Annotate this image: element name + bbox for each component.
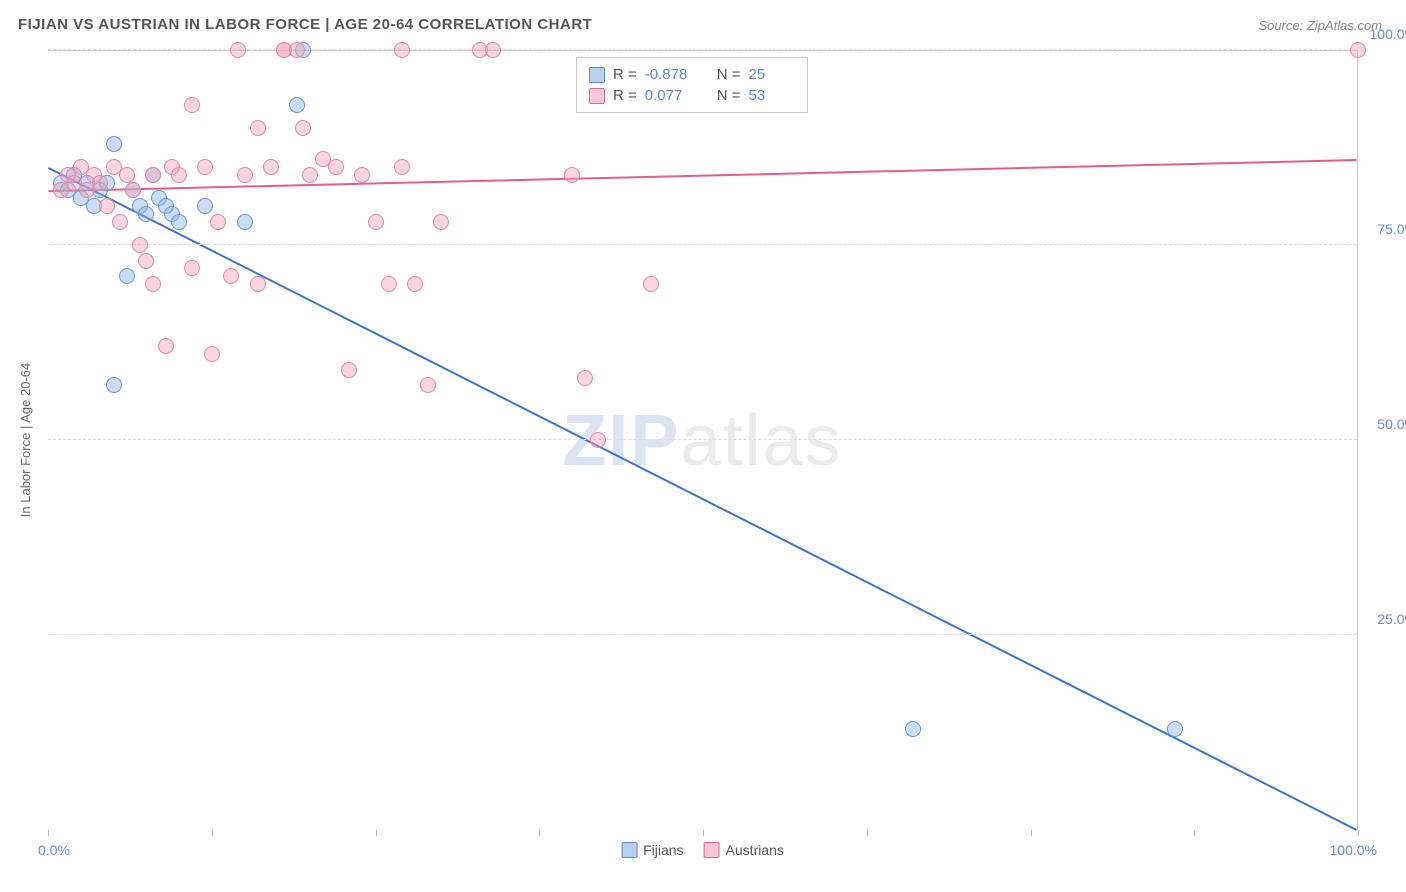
legend-n-label: N = <box>717 87 741 104</box>
y-axis-tick-label: 75.0% <box>1377 221 1406 237</box>
legend-n-label: N = <box>717 66 741 83</box>
y-axis-tick-label: 25.0% <box>1377 611 1406 627</box>
scatter-point-austrians <box>368 214 384 230</box>
scatter-point-fijians <box>119 268 135 284</box>
legend-row-fijians: R = -0.878 N = 25 <box>589 64 795 85</box>
x-axis-tick <box>1358 830 1359 836</box>
scatter-point-austrians <box>263 159 279 175</box>
scatter-point-austrians <box>381 276 397 292</box>
bottom-legend-item-fijians: Fijians <box>621 842 683 858</box>
scatter-point-fijians <box>237 214 253 230</box>
scatter-point-austrians <box>210 214 226 230</box>
scatter-point-austrians <box>230 42 246 58</box>
scatter-point-austrians <box>171 167 187 183</box>
scatter-point-austrians <box>99 198 115 214</box>
scatter-point-fijians <box>1167 721 1183 737</box>
scatter-point-austrians <box>577 370 593 386</box>
scatter-point-austrians <box>92 175 108 191</box>
scatter-point-austrians <box>125 182 141 198</box>
bottom-legend-swatch-fijians <box>621 842 637 858</box>
gridline-y <box>48 244 1357 245</box>
scatter-point-austrians <box>394 159 410 175</box>
scatter-point-austrians <box>158 338 174 354</box>
scatter-point-austrians <box>643 276 659 292</box>
source-label: Source: ZipAtlas.com <box>1258 18 1382 33</box>
scatter-point-austrians <box>1350 42 1366 58</box>
x-axis-tick <box>1194 830 1195 836</box>
scatter-point-austrians <box>302 167 318 183</box>
scatter-point-austrians <box>564 167 580 183</box>
scatter-point-austrians <box>354 167 370 183</box>
scatter-point-austrians <box>119 167 135 183</box>
legend-swatch-fijians <box>589 67 605 83</box>
x-axis-tick <box>1031 830 1032 836</box>
gridline-y <box>48 439 1357 440</box>
scatter-point-austrians <box>590 432 606 448</box>
scatter-point-austrians <box>237 167 253 183</box>
y-axis-tick-label: 50.0% <box>1377 416 1406 432</box>
legend-n-value: 25 <box>749 66 795 83</box>
scatter-point-fijians <box>106 136 122 152</box>
legend-swatch-austrians <box>589 88 605 104</box>
scatter-point-austrians <box>145 276 161 292</box>
scatter-point-austrians <box>341 362 357 378</box>
correlation-legend: R = -0.878 N = 25 R = 0.077 N = 53 <box>576 57 808 113</box>
scatter-point-austrians <box>485 42 501 58</box>
bottom-legend-label: Austrians <box>726 842 784 858</box>
scatter-point-fijians <box>905 721 921 737</box>
legend-r-value: 0.077 <box>645 87 691 104</box>
scatter-point-fijians <box>197 198 213 214</box>
scatter-point-fijians <box>106 377 122 393</box>
x-axis-tick <box>867 830 868 836</box>
scatter-point-austrians <box>407 276 423 292</box>
gridline-y <box>48 634 1357 635</box>
scatter-point-austrians <box>184 97 200 113</box>
scatter-point-austrians <box>433 214 449 230</box>
scatter-point-austrians <box>184 260 200 276</box>
plot-area: ZIPatlas R =-0.878N =25R =0.077N =53 0.0… <box>48 50 1358 830</box>
chart-title: FIJIAN VS AUSTRIAN IN LABOR FORCE | AGE … <box>18 16 592 33</box>
scatter-point-austrians <box>204 346 220 362</box>
legend-r-label: R = <box>613 66 637 83</box>
legend-r-label: R = <box>613 87 637 104</box>
scatter-point-austrians <box>420 377 436 393</box>
y-axis-title: In Labor Force | Age 20-64 <box>18 363 33 517</box>
scatter-point-austrians <box>145 167 161 183</box>
x-axis-label-0: 0.0% <box>38 842 70 858</box>
x-axis-tick <box>539 830 540 836</box>
scatter-point-austrians <box>112 214 128 230</box>
scatter-point-austrians <box>223 268 239 284</box>
scatter-point-fijians <box>138 206 154 222</box>
scatter-point-austrians <box>289 42 305 58</box>
bottom-legend-item-austrians: Austrians <box>704 842 784 858</box>
legend-row-austrians: R = 0.077 N = 53 <box>589 85 795 106</box>
scatter-point-fijians <box>171 214 187 230</box>
scatter-point-austrians <box>328 159 344 175</box>
scatter-point-austrians <box>250 276 266 292</box>
scatter-point-austrians <box>295 120 311 136</box>
bottom-legend-swatch-austrians <box>704 842 720 858</box>
scatter-point-austrians <box>394 42 410 58</box>
scatter-point-austrians <box>250 120 266 136</box>
x-axis-tick <box>376 830 377 836</box>
x-axis-tick <box>212 830 213 836</box>
legend-r-value: -0.878 <box>645 66 691 83</box>
scatter-point-fijians <box>289 97 305 113</box>
y-axis-tick-label: 100.0% <box>1370 26 1406 42</box>
bottom-legend-label: Fijians <box>643 842 683 858</box>
bottom-legend: Fijians Austrians <box>621 842 784 858</box>
x-axis-tick <box>703 830 704 836</box>
regression-line-fijians <box>48 168 1356 830</box>
scatter-point-austrians <box>138 253 154 269</box>
x-axis-label-100: 100.0% <box>1330 842 1377 858</box>
scatter-point-austrians <box>132 237 148 253</box>
scatter-point-austrians <box>197 159 213 175</box>
x-axis-tick <box>48 830 49 836</box>
legend-n-value: 53 <box>749 87 795 104</box>
